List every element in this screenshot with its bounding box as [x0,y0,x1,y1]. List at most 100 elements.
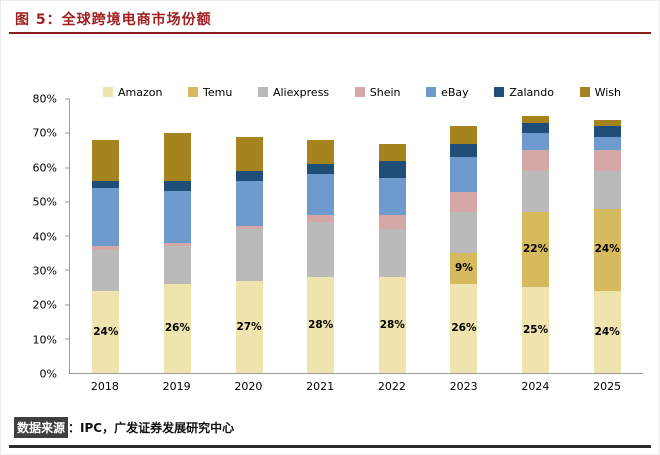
legend-label: Aliexpress [272,85,330,99]
stacked-bar-2018: 24% [92,99,120,373]
legend-label: Temu [203,85,233,99]
legend-label: Wish [594,85,621,99]
bar-segment-shein [450,191,478,213]
y-tick-mark [65,304,70,305]
y-tick-label: 70% [32,126,57,140]
x-tick-label: 2020 [234,380,263,393]
bar-slot: 24% 24% [571,99,643,373]
bar-segment-wish [163,133,191,182]
bar-segment-amazon: 24% [92,290,120,373]
stacked-bar-2022: 28% [378,99,406,373]
legend-label: Zalando [509,85,554,99]
source-text: ：IPC，广发证券发展研究中心 [68,421,235,435]
bar-segment-temu: 22% [522,212,550,288]
x-tick-label: 2024 [521,380,550,393]
bar-segment-wish [450,126,478,144]
bar-segment-shein [522,150,550,171]
legend-item-ebay: eBay [426,86,469,99]
bar-segment-aliexpress [163,246,191,284]
legend-item-temu: Temu [188,86,232,99]
bar-segment-amazon: 28% [378,277,406,373]
source-note: 数据来源 ：IPC，广发证券发展研究中心 [14,417,234,438]
y-tick-label: 20% [32,298,57,312]
bar-segment-ebay [307,174,335,216]
bar-segment-shein [307,215,335,223]
bar-segment-ebay [522,133,550,151]
bar-segment-ebay [92,188,120,247]
y-tick-label: 40% [32,230,57,243]
y-tick-mark [65,132,70,134]
x-axis-labels: 2018 2019 2020 2021 2022 2023 2024 2025 [69,380,643,393]
legend-swatch-icon [257,87,268,97]
bar-segment-temu: 9% [450,253,478,284]
x-tick-label: 2021 [306,380,335,393]
bar-segment-shein [163,242,191,247]
y-tick-label: 10% [32,333,57,347]
stacked-bar-2024: 25% 22% [522,99,550,373]
bar-segment-wish [92,140,120,182]
bar-segment-aliexpress [235,229,263,281]
y-tick-mark [65,269,70,271]
y-tick-label: 30% [32,264,57,278]
bar-segment-ebay [593,136,621,151]
bar-segment-wish [307,140,335,165]
legend-label: Shein [369,85,401,99]
y-tick-label: 0% [39,367,57,381]
bar-segment-aliexpress [450,212,478,254]
bar-segment-aliexpress [307,222,335,278]
bar-segment-zalando [450,143,478,158]
bar-slot: 26% [142,99,214,373]
bar-segment-temu: 24% [593,208,621,291]
bar-segment-wish [593,119,621,127]
bar-slot: 24% [70,99,142,373]
stacked-bar-2020: 27% [235,99,263,373]
bar-segment-zalando [593,126,621,137]
x-tick-label: 2023 [449,380,478,393]
bar-segment-zalando [92,181,120,189]
legend-item-wish: Wish [579,85,621,99]
bar-value-label: 22% [522,243,549,256]
bar-segment-aliexpress [522,170,550,213]
bar-value-label: 24% [594,243,620,256]
bar-segment-shein [378,215,406,230]
bar-value-label: 28% [308,318,334,331]
bar-value-label: 26% [451,322,477,335]
y-tick-mark [65,338,70,340]
bar-segment-amazon: 27% [235,280,263,373]
legend-item-zalando: Zalando [494,86,554,99]
stacked-bar-2019: 26% [163,99,191,373]
y-tick-mark [65,201,70,203]
y-tick-label: 50% [32,195,57,209]
bar-segment-zalando [235,170,263,182]
bar-segment-wish [378,143,406,161]
bar-segment-amazon: 25% [522,287,550,373]
legend-label: eBay [441,85,469,99]
bar-segment-ebay [235,181,263,226]
legend-label: Amazon [118,85,163,99]
bar-value-label: 26% [164,322,190,335]
figure-title: 图 5：全球跨境电商市场份额 [15,12,212,28]
legend-swatch-icon [426,87,437,97]
legend-swatch-icon [354,87,365,97]
y-tick-label: 60% [32,161,57,175]
bar-segment-shein [235,225,263,230]
bar-slot: 28% [285,99,357,373]
bar-slot: 27% [213,99,285,373]
bar-slot: 26% 9% [428,99,500,373]
bar-segment-zalando [163,181,191,192]
plot-area: 24% 26% 27% 28% 28% 26% 9% 25% 22% 24% 24% [65,98,643,374]
bottom-divider [9,445,651,448]
bar-segment-amazon: 28% [307,277,335,373]
bar-slot: 25% 22% [500,99,572,373]
bar-segment-ebay [163,191,191,243]
y-tick-label: 80% [32,92,57,106]
bar-value-label: 25% [522,323,549,336]
legend-item-amazon: Amazon [103,86,162,99]
bar-value-label: 9% [455,262,473,275]
bar-value-label: 28% [379,318,405,331]
bar-segment-wish [522,116,550,123]
bar-segment-wish [235,136,263,171]
legend-swatch-icon [188,87,199,97]
y-tick-mark [65,98,70,100]
